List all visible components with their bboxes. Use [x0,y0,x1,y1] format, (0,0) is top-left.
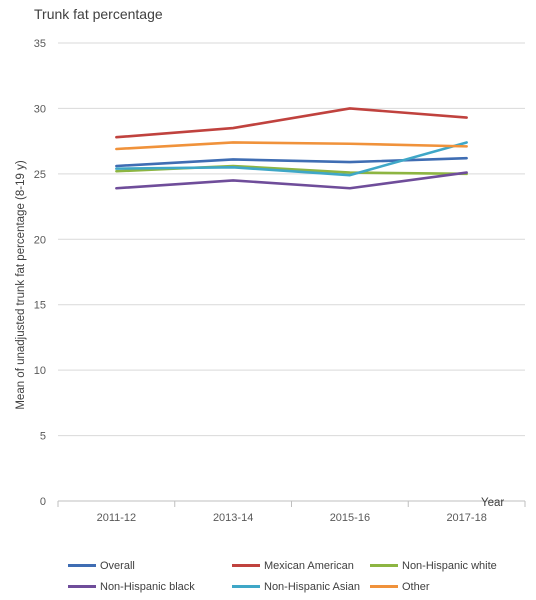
y-tick-label: 30 [34,103,46,115]
legend-swatch [370,563,398,567]
series-line-non-hispanic-black [115,171,468,190]
legend-label: Non-Hispanic Asian [264,581,360,593]
legend-item: Non-Hispanic white [370,560,497,572]
x-axis-title: Year [481,497,504,509]
series-line-other [115,141,468,151]
x-tick-label: 2013-14 [213,512,253,524]
legend-label: Non-Hispanic black [100,581,195,593]
legend-label: Non-Hispanic white [402,560,497,572]
y-tick-label: 10 [34,365,46,377]
y-tick-label: 25 [34,169,46,181]
gridlines [58,42,525,437]
chart-title: Trunk fat percentage [34,6,163,22]
series-line-mexican-american [115,107,468,139]
legend-swatch [370,584,398,588]
legend-label: Overall [100,560,135,572]
y-tick-label: 5 [40,431,46,443]
y-axis-title: Mean of unadjusted trunk fat percentage … [15,160,27,409]
axes: 0 5 10 15 20 25 30 35 2011-12 2013-14 2015-16 2017-… [34,38,526,524]
line-chart: 0 5 10 15 20 25 30 35 2011-12 2013-14 2015-16 2017-… [15,38,526,524]
y-tick-label: 35 [34,38,46,50]
series-line-overall [115,156,468,168]
series-lines [115,107,468,190]
y-tick-label: 15 [34,300,46,312]
legend-item: Mexican American [232,560,354,572]
legend-item: Non-Hispanic Asian [232,581,360,593]
legend-item: Overall [68,560,135,572]
legend-item: Other [370,581,430,593]
x-tick-label: 2015-16 [330,512,370,524]
series-line-non-hispanic-asian [115,141,468,177]
legend-swatch [232,584,260,588]
y-tick-label: 0 [40,496,46,508]
legend-label: Other [402,581,430,593]
legend-swatch [68,584,96,588]
legend-swatch [68,563,96,567]
x-tick-label: 2017-18 [446,512,486,524]
legend-label: Mexican American [264,560,354,572]
legend-item: Non-Hispanic black [68,581,195,593]
x-tick-label: 2011-12 [97,512,137,524]
legend-swatch [232,563,260,567]
y-tick-label: 20 [34,234,46,246]
